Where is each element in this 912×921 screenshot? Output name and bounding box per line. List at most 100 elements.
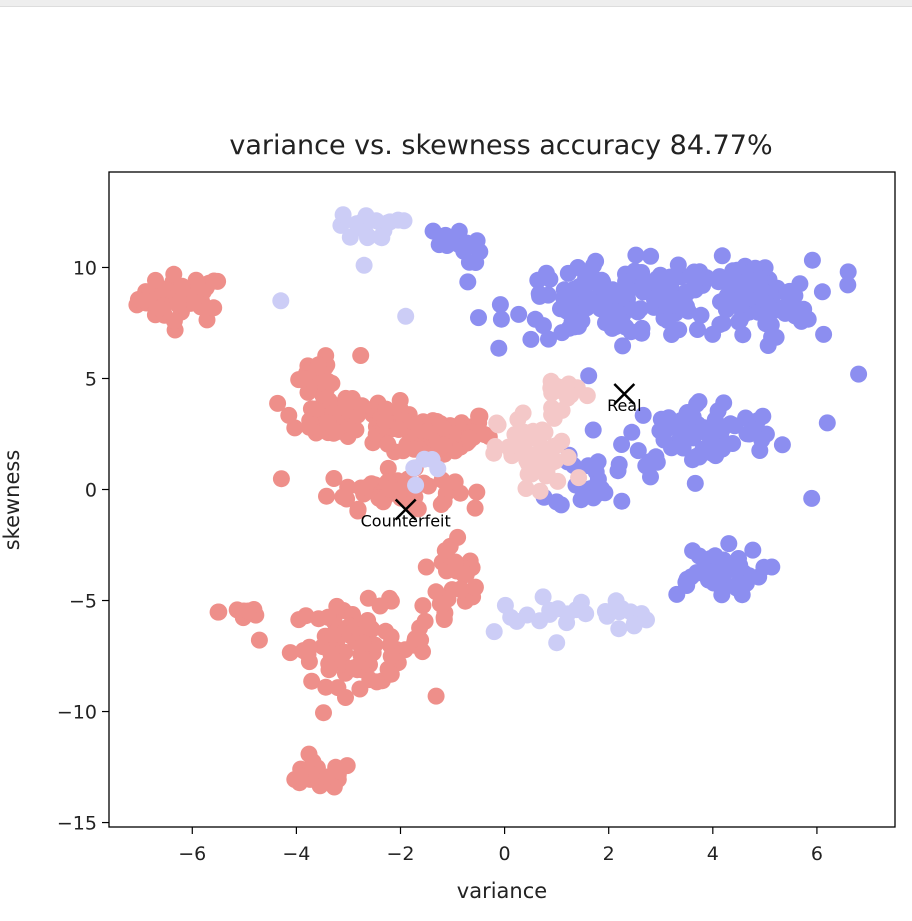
scatter-point [395,212,413,230]
scatter-point [337,689,354,706]
scatter-point [850,365,868,383]
scatter-point [431,595,449,613]
scatter-point [460,429,478,447]
scatter-point [490,339,508,357]
scatter-point [169,296,187,314]
scatter-point [732,295,750,313]
scatter-point [379,435,397,453]
scatter-point [763,558,781,576]
scatter-point [457,566,475,583]
scatter-point [209,603,227,621]
x-tick-label: 0 [499,843,511,865]
scatter-point [754,407,772,425]
scatter-point [470,407,488,425]
scatter-point [791,275,809,293]
scatter-point [565,280,583,298]
scatter-point [165,312,183,330]
scatter-point [731,311,749,329]
scatter-point [466,499,484,517]
scatter-point [578,387,596,405]
scatter-point [686,474,704,492]
scatter-point [466,578,484,596]
scatter-point [570,469,588,487]
scatter-point [591,278,609,296]
scatter-point [692,306,710,324]
scatter-point [548,493,566,511]
scatter-point [610,603,628,621]
scatter-point [381,480,399,498]
scatter-point [345,659,362,677]
x-tick-label: 4 [707,843,719,865]
scatter-point [517,480,535,497]
scatter-point [558,614,576,632]
scatter-point [522,330,540,348]
scatter-point [839,276,857,294]
scatter-point [304,753,322,771]
x-axis-ticks: −6 −4 −2 0 2 4 6 [178,827,823,865]
scatter-point [545,409,563,427]
scatter-point [757,315,775,333]
scatter-point [712,293,729,311]
scatter-point [587,252,605,270]
scatter-point [751,288,769,306]
scatter-point [454,237,472,255]
scatter-point [272,292,290,310]
scatter-point [435,436,453,454]
scatter-point [250,631,268,649]
y-tick-label: 10 [73,257,97,279]
scatter-point [570,317,587,335]
scatter-point [476,426,494,444]
x-axis-label: variance [457,879,547,903]
scatter-point [492,310,510,328]
scatter-point [318,487,335,505]
scatter-point [533,421,551,439]
scatter-point [584,489,602,507]
scatter-point [670,321,688,339]
scatter-point [295,370,313,388]
scatter-point [541,601,559,619]
scatter-point [732,274,750,292]
centroid-markers: Counterfeit Real [361,383,642,530]
scatter-point [669,256,687,274]
scatter-point [468,483,486,501]
scatter-point [467,254,485,271]
scatter-point [438,235,456,253]
scatter-point [294,642,312,660]
scatter-point [695,419,713,437]
x-tick-label: −6 [178,843,206,865]
scatter-point [300,418,318,436]
scatter-point [355,256,373,274]
scatter-point [689,321,706,338]
scatter-point [436,542,454,560]
scatter-point [318,768,336,786]
scatter-point [803,251,821,269]
scatter-point [711,316,729,333]
scatter-point [572,593,590,611]
window-top-bar [0,0,912,7]
scatter-point [646,291,663,309]
scatter-point [803,489,821,507]
scatter-point [281,644,299,662]
scatter-point [459,273,477,291]
scatter-point [726,417,744,435]
scatter-point [533,438,550,456]
scatter-point [336,643,354,661]
scatter-point [322,645,340,663]
scatter-point [510,305,528,323]
scatter-point [539,286,557,304]
scatter-point [637,457,655,475]
scatter-point [682,568,700,586]
scatter-point [310,356,327,374]
scatter-point [391,399,409,417]
scatter-point [310,610,328,628]
scatter-point [292,767,309,785]
scatter-point [328,597,346,615]
plot-area-frame [108,171,896,828]
y-axis-ticks: −15 −10 −5 0 5 10 [57,257,109,835]
scatter-point [307,400,325,418]
scatter-point [659,412,677,430]
y-tick-label: −5 [69,591,97,613]
scatter-point [610,620,628,638]
scatter-point [334,206,352,224]
